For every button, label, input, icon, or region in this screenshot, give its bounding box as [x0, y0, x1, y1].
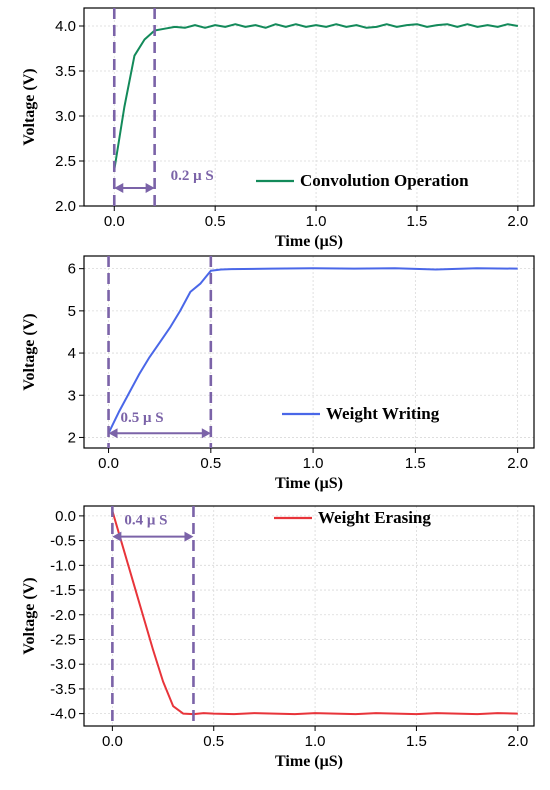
y-tick-label: -1.0 — [50, 557, 76, 574]
y-tick-label: -0.5 — [50, 533, 76, 550]
annotation-arrow-head-right — [201, 428, 211, 439]
x-tick-label: 0.0 — [98, 455, 119, 472]
y-tick-label: 3.5 — [55, 63, 76, 80]
x-tick-label: 0.5 — [205, 213, 226, 230]
y-tick-label: -3.5 — [50, 681, 76, 698]
annotation-arrow-head-right — [184, 531, 194, 542]
annotation-arrow-head-left — [112, 531, 122, 542]
legend-label: Convolution Operation — [300, 171, 469, 190]
y-tick-label: -4.0 — [50, 706, 76, 723]
x-tick-label: 0.5 — [200, 455, 221, 472]
y-tick-label: 3.0 — [55, 108, 76, 125]
annotation-label: 0.5 μ S — [121, 410, 164, 426]
x-tick-label: 1.5 — [405, 455, 426, 472]
x-tick-label: 0.0 — [102, 733, 123, 750]
chart-weight-erasing: 0.0 0.5 1.0 1.5 2.0 0.0 -0.5 -1.0 -1.5 -2.0 -2.5 -3… — [21, 505, 535, 770]
series-line — [111, 510, 518, 716]
x-tick-label: 2.0 — [507, 733, 528, 750]
y-tick-label: 4.0 — [55, 18, 76, 35]
y-axis-label: Voltage (V) — [21, 68, 38, 145]
chart-convolution-operation: 0.0 0.5 1.0 1.5 2.0 2.0 2.5 3.0 3.5 4.0 Time (μS) V… — [21, 7, 535, 250]
x-tick-label: 0.0 — [104, 213, 125, 230]
plot-frame — [83, 505, 535, 727]
series-line — [113, 23, 519, 171]
y-tick-label: 0.0 — [55, 508, 76, 525]
y-tick-label: 2.0 — [55, 198, 76, 215]
x-tick-label: 2.0 — [507, 213, 528, 230]
x-tick-label: 2.0 — [507, 455, 528, 472]
y-tick-label: 2 — [68, 429, 76, 446]
y-axis-label: Voltage (V) — [21, 313, 38, 390]
annotation-label: 0.2 μ S — [171, 168, 214, 184]
y-tick-label: -1.5 — [50, 582, 76, 599]
plot-frame — [83, 255, 535, 449]
series-line — [107, 267, 518, 434]
chart-weight-writing: 0.0 0.5 1.0 1.5 2.0 2 3 4 5 6 Time (μS) Voltage (V)… — [21, 255, 535, 492]
x-tick-label: 1.0 — [303, 455, 324, 472]
x-tick-label: 1.5 — [406, 733, 427, 750]
x-axis-label: Time (μS) — [275, 475, 343, 492]
annotation-arrow-head-left — [114, 183, 124, 193]
annotation-arrow-head-left — [108, 428, 118, 439]
legend-label: Weight Writing — [326, 404, 440, 423]
x-tick-label: 1.0 — [306, 213, 327, 230]
y-tick-label: 6 — [68, 261, 76, 278]
y-tick-label: 4 — [68, 345, 76, 362]
y-tick-label: -2.5 — [50, 631, 76, 648]
y-tick-label: 3 — [68, 387, 76, 404]
x-tick-label: 1.5 — [407, 213, 428, 230]
x-axis-label: Time (μS) — [275, 233, 343, 250]
y-tick-label: -3.0 — [50, 656, 76, 673]
y-tick-label: -2.0 — [50, 607, 76, 624]
x-tick-label: 0.5 — [203, 733, 224, 750]
legend-label: Weight Erasing — [318, 508, 431, 527]
plot-frame — [83, 7, 535, 207]
x-tick-label: 1.0 — [305, 733, 326, 750]
y-axis-label: Voltage (V) — [21, 577, 38, 654]
y-tick-label: 2.5 — [55, 153, 76, 170]
annotation-label: 0.4 μ S — [124, 513, 167, 529]
x-axis-label: Time (μS) — [275, 753, 343, 770]
y-tick-label: 5 — [68, 303, 76, 320]
annotation-arrow-head-right — [145, 183, 155, 193]
